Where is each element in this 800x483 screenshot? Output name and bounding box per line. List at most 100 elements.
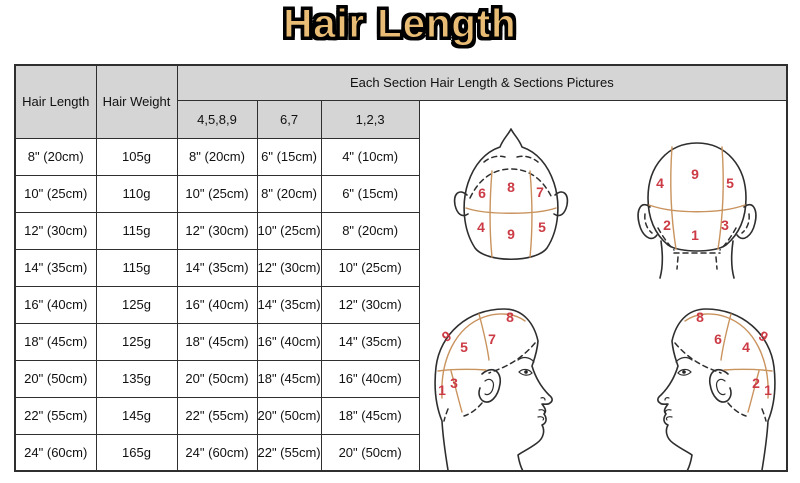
section-divider	[449, 369, 463, 413]
table-header-row-2: 4,5,8,9 6,7 1,2,3 6 8 7	[15, 99, 788, 472]
section-number-label: 1	[438, 382, 446, 398]
section-number-label: 1	[691, 227, 699, 243]
table-cell: 22" (55cm)	[14, 396, 97, 435]
table-row: 24" (60cm) 165g 24" (60cm) 22" (55cm) 20…	[14, 433, 787, 472]
table-cell: 14" (35cm)	[256, 285, 322, 324]
ear-line	[708, 368, 732, 403]
section-divider	[436, 368, 487, 372]
section-number-label: 1	[764, 382, 772, 398]
head-top-view-diagram: 6 8 7 4 9 5	[453, 127, 568, 260]
column-header-hair-weight: Hair Weight	[95, 64, 178, 139]
section-number-label: 7	[536, 184, 544, 200]
table-cell: 10" (25cm)	[320, 248, 420, 287]
section-number-label: 3	[721, 217, 729, 233]
section-divider	[746, 369, 760, 413]
section-number-label: 8	[506, 309, 514, 325]
table-cell: 6" (15cm)	[320, 174, 420, 213]
section-divider	[669, 145, 677, 250]
table-cell: 24" (60cm)	[176, 433, 258, 472]
section-number-label: 5	[538, 219, 546, 235]
right-ear-line	[552, 190, 568, 216]
table-cell: 12" (30cm)	[176, 211, 258, 250]
table-cell: 115g	[95, 248, 178, 287]
column-header-sections-4589: 4,5,8,9	[176, 99, 258, 139]
table-row: 10" (25cm) 110g 10" (25cm) 8" (20cm) 6" …	[14, 174, 787, 213]
table-row: 18" (45cm) 125g 18" (45cm) 16" (40cm) 14…	[14, 322, 787, 361]
section-number-label: 2	[663, 217, 671, 233]
table-cell: 14" (35cm)	[14, 248, 97, 287]
table-cell: 16" (40cm)	[14, 285, 97, 324]
head-back-view-diagram: 4 9 5 2 1 3	[637, 141, 757, 279]
table-cell: 115g	[95, 211, 178, 250]
nostril-line	[664, 396, 670, 401]
neck-line	[730, 239, 735, 279]
eye-line	[677, 368, 692, 374]
table-cell: 110g	[95, 174, 178, 213]
table-cell: 10" (25cm)	[14, 174, 97, 213]
table-cell: 22" (55cm)	[176, 396, 258, 435]
section-number-label: 2	[752, 375, 760, 391]
right-ear-line	[735, 203, 757, 239]
section-number-label: 9	[755, 327, 771, 345]
pupil-dot	[681, 369, 686, 374]
section-divider	[722, 368, 773, 372]
section-number-label: 6	[478, 185, 486, 201]
section-number-label: 4	[477, 219, 485, 235]
sections-pictures-cell: 6 8 7 4 9 5	[418, 99, 788, 472]
lips-line	[538, 408, 545, 415]
table-cell: 125g	[95, 322, 178, 361]
eyebrow-line	[675, 356, 693, 363]
table-cell: 8" (20cm)	[176, 137, 258, 176]
nostril-line	[540, 396, 546, 401]
table-cell: 22" (55cm)	[256, 433, 322, 472]
table-cell: 10" (25cm)	[256, 211, 322, 250]
table-cell: 135g	[95, 359, 178, 398]
table-row: 14" (35cm) 115g 14" (35cm) 12" (30cm) 10…	[14, 248, 787, 287]
section-number-label: 4	[742, 339, 750, 355]
table-cell: 145g	[95, 396, 178, 435]
table-row: 8" (20cm) 105g 8" (20cm) 6" (15cm) 4" (1…	[14, 137, 787, 176]
section-number-label: 8	[696, 309, 704, 325]
table-cell: 16" (40cm)	[320, 359, 420, 398]
table-cell: 16" (40cm)	[176, 285, 258, 324]
lips-line	[664, 408, 672, 415]
table-cell: 8" (20cm)	[320, 211, 420, 250]
table-cell: 20" (50cm)	[176, 359, 258, 398]
table-row: 20" (50cm) 135g 20" (50cm) 18" (45cm) 16…	[14, 359, 787, 398]
table-cell: 18" (45cm)	[256, 359, 322, 398]
table-cell: 105g	[95, 137, 178, 176]
column-group-header-sections: Each Section Hair Length & Sections Pict…	[176, 64, 788, 101]
column-header-sections-67: 6,7	[256, 99, 322, 139]
section-number-label: 5	[726, 175, 734, 191]
hairline-dashed	[673, 341, 722, 374]
section-number-label: 9	[691, 166, 699, 182]
table-cell: 8" (20cm)	[14, 137, 97, 176]
section-divider	[716, 145, 724, 250]
section-number-label: 9	[507, 226, 515, 242]
head-right-profile-diagram: 9 5 8 7 3 1	[433, 307, 553, 470]
eye-line	[518, 368, 533, 374]
column-header-hair-length: Hair Length	[14, 64, 97, 139]
section-number-label: 5	[460, 339, 468, 355]
section-divider	[477, 312, 490, 361]
table-cell: 18" (45cm)	[14, 322, 97, 361]
table-cell: 20" (50cm)	[256, 396, 322, 435]
ear-line	[477, 368, 501, 403]
table-cell: 125g	[95, 285, 178, 324]
table-cell: 165g	[95, 433, 178, 472]
table-cell: 24" (60cm)	[14, 433, 97, 472]
eyebrow-line	[517, 356, 535, 363]
section-number-label: 9	[438, 327, 454, 345]
section-number-label: 8	[507, 179, 515, 195]
table-cell: 18" (45cm)	[176, 322, 258, 361]
table-cell: 20" (50cm)	[320, 433, 420, 472]
section-divider	[489, 169, 493, 258]
table-cell: 4" (10cm)	[320, 137, 420, 176]
table-cell: 12" (30cm)	[256, 248, 322, 287]
neck-line	[658, 239, 663, 279]
pupil-dot	[523, 369, 528, 374]
section-number-label: 7	[488, 331, 496, 347]
table-row: 12" (30cm) 115g 12" (30cm) 10" (25cm) 8"…	[14, 211, 787, 250]
section-number-label: 6	[714, 331, 722, 347]
head-left-profile-diagram: 8 6 9 4 2 1	[656, 307, 776, 470]
